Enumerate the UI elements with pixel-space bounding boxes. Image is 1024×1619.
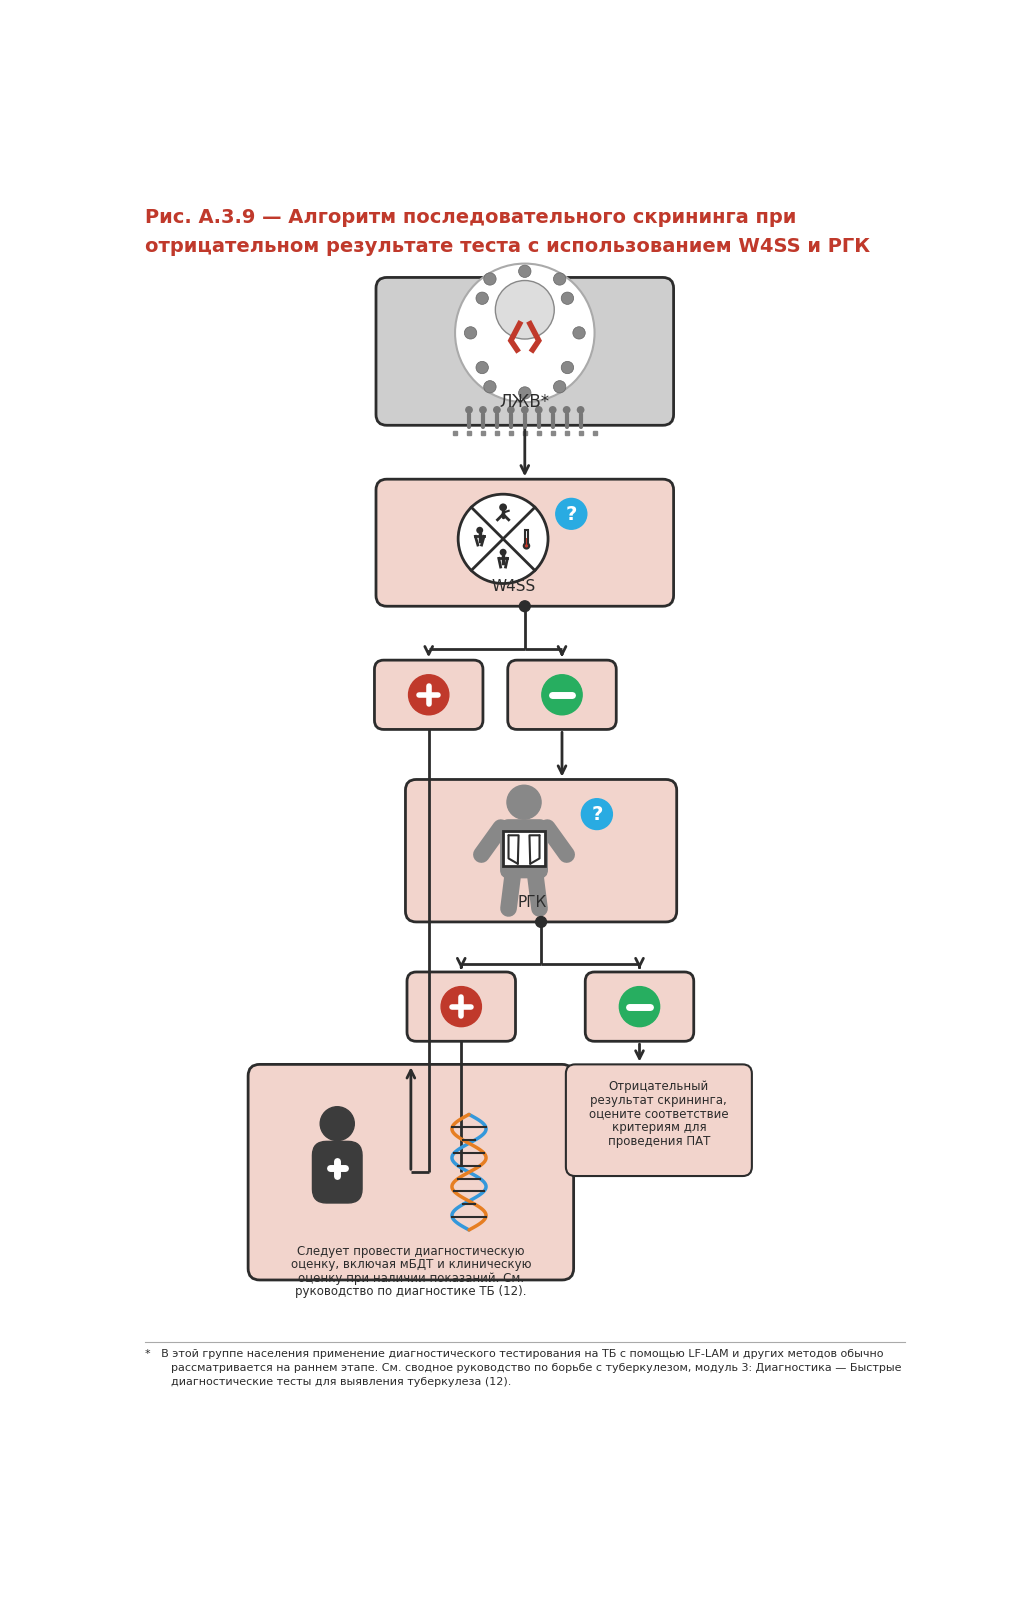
Text: рассматривается на раннем этапе. См. сводное руководство по борьбе с туберкулезо: рассматривается на раннем этапе. См. сво…	[171, 1363, 901, 1373]
Circle shape	[321, 1107, 354, 1141]
Text: РГК: РГК	[517, 895, 547, 910]
Text: ?: ?	[591, 805, 602, 824]
Circle shape	[518, 266, 531, 277]
Text: ЛЖВ*: ЛЖВ*	[500, 393, 550, 411]
Text: ?: ?	[565, 505, 577, 525]
Circle shape	[536, 916, 547, 928]
Text: Следует провести диагностическую: Следует провести диагностическую	[297, 1245, 524, 1258]
Text: оценку, включая мБДТ и клиническую: оценку, включая мБДТ и клиническую	[291, 1258, 531, 1271]
Text: *   В этой группе населения применение диагностического тестирования на ТБ с пом: * В этой группе населения применение диа…	[145, 1349, 884, 1360]
FancyBboxPatch shape	[376, 479, 674, 606]
Circle shape	[455, 264, 595, 402]
Circle shape	[542, 675, 583, 716]
Circle shape	[476, 361, 488, 374]
Circle shape	[493, 406, 501, 414]
Circle shape	[549, 406, 557, 414]
Text: Рис. А.3.9 — Алгоритм последовательного скрининга при: Рис. А.3.9 — Алгоритм последовательного …	[145, 209, 797, 227]
Circle shape	[476, 526, 483, 534]
Circle shape	[464, 327, 477, 338]
Circle shape	[465, 406, 473, 414]
Text: критериям для: критериям для	[611, 1122, 707, 1135]
Circle shape	[523, 542, 529, 549]
Circle shape	[483, 274, 496, 285]
FancyBboxPatch shape	[248, 1064, 573, 1281]
FancyBboxPatch shape	[312, 1141, 362, 1203]
Circle shape	[572, 327, 586, 338]
Circle shape	[507, 785, 541, 819]
Text: отрицательном результате теста с использованием W4SS и РГК: отрицательном результате теста с использ…	[145, 236, 870, 256]
Circle shape	[563, 406, 570, 414]
Text: диагностические тесты для выявления туберкулеза (12).: диагностические тесты для выявления тубе…	[171, 1378, 511, 1387]
Text: оценку при наличии показаний. См.: оценку при наличии показаний. См.	[298, 1271, 524, 1284]
Circle shape	[476, 291, 488, 304]
Circle shape	[535, 406, 543, 414]
Circle shape	[518, 387, 531, 400]
FancyBboxPatch shape	[376, 277, 674, 426]
Circle shape	[458, 494, 548, 583]
Circle shape	[554, 274, 566, 285]
FancyBboxPatch shape	[508, 661, 616, 730]
FancyBboxPatch shape	[407, 971, 515, 1041]
Circle shape	[479, 406, 486, 414]
Text: проведения ПАТ: проведения ПАТ	[607, 1135, 710, 1148]
Bar	[503, 832, 546, 866]
FancyBboxPatch shape	[501, 819, 547, 877]
Circle shape	[519, 601, 530, 612]
Text: результат скрининга,: результат скрининга,	[591, 1094, 727, 1107]
Circle shape	[496, 280, 554, 338]
Text: руководство по диагностике ТБ (12).: руководство по диагностике ТБ (12).	[295, 1284, 526, 1297]
Circle shape	[620, 986, 659, 1026]
FancyBboxPatch shape	[586, 971, 693, 1041]
Bar	[525, 531, 528, 546]
Circle shape	[499, 504, 507, 512]
Circle shape	[561, 361, 573, 374]
Circle shape	[500, 549, 507, 555]
Text: Отрицательный: Отрицательный	[608, 1080, 709, 1093]
Circle shape	[577, 406, 585, 414]
Circle shape	[561, 291, 573, 304]
FancyBboxPatch shape	[406, 779, 677, 921]
Circle shape	[556, 499, 587, 529]
Text: W4SS: W4SS	[492, 580, 536, 594]
Circle shape	[483, 380, 496, 393]
FancyBboxPatch shape	[566, 1064, 752, 1175]
Circle shape	[507, 406, 515, 414]
Circle shape	[554, 380, 566, 393]
Circle shape	[521, 406, 528, 414]
FancyBboxPatch shape	[375, 661, 483, 730]
Circle shape	[441, 986, 481, 1026]
Text: оцените соответствие: оцените соответствие	[589, 1107, 729, 1120]
Circle shape	[582, 798, 612, 829]
Circle shape	[409, 675, 449, 716]
Bar	[525, 538, 527, 546]
